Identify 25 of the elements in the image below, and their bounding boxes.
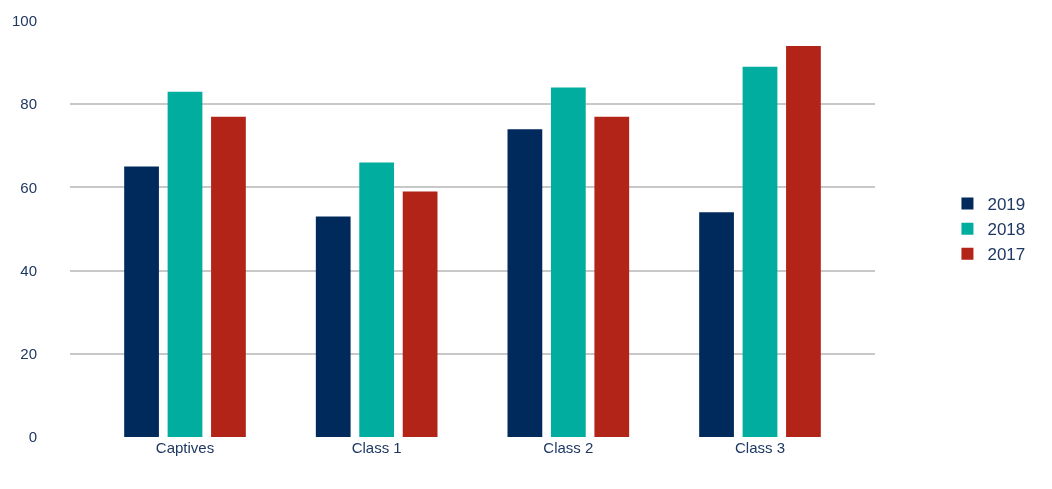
bar (359, 162, 395, 437)
bar (167, 91, 203, 437)
x-tick-label: Captives (155, 439, 215, 456)
y-tick-label: 80 (20, 95, 37, 113)
bar (786, 45, 821, 437)
bar (550, 87, 586, 437)
bar (124, 166, 159, 437)
bar (507, 129, 543, 437)
legend-label: 2018 (987, 220, 1026, 240)
y-tick-label: 20 (20, 345, 37, 363)
y-tick-label: 100 (11, 12, 37, 30)
bar (211, 116, 246, 437)
bar (699, 212, 734, 437)
bar (594, 116, 630, 437)
bar (315, 216, 351, 437)
y-tick-label: 60 (20, 178, 37, 196)
legend-label: 2019 (987, 195, 1026, 215)
bar (402, 191, 438, 437)
y-tick-label: 40 (20, 261, 37, 279)
y-tick-label: 0 (28, 428, 37, 446)
bar (742, 66, 778, 437)
x-tick-label: Class 1 (351, 439, 402, 456)
x-tick-label: Class 3 (734, 439, 786, 456)
legend-label: 2017 (987, 245, 1026, 265)
x-tick-label: Class 2 (543, 439, 594, 456)
